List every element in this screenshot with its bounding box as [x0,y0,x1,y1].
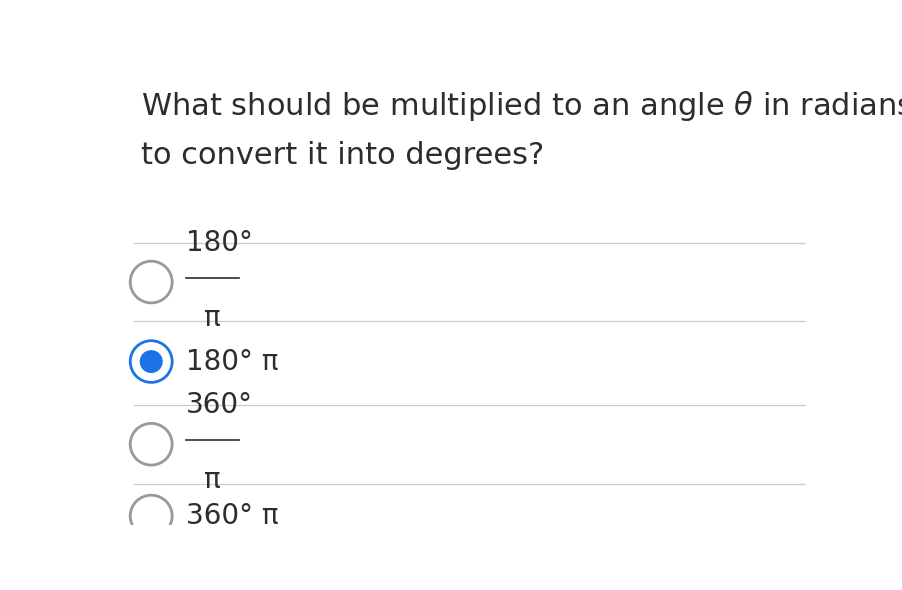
Text: to convert it into degrees?: to convert it into degrees? [141,141,544,171]
Ellipse shape [140,350,162,373]
Text: What should be multiplied to an angle $\theta$ in radians: What should be multiplied to an angle $\… [141,89,902,123]
Text: π: π [204,304,220,332]
Text: π: π [204,466,220,494]
Text: 180° π: 180° π [186,348,279,376]
Text: 360° π: 360° π [186,502,279,530]
Text: 180°: 180° [186,229,253,257]
Text: 360°: 360° [186,391,253,419]
